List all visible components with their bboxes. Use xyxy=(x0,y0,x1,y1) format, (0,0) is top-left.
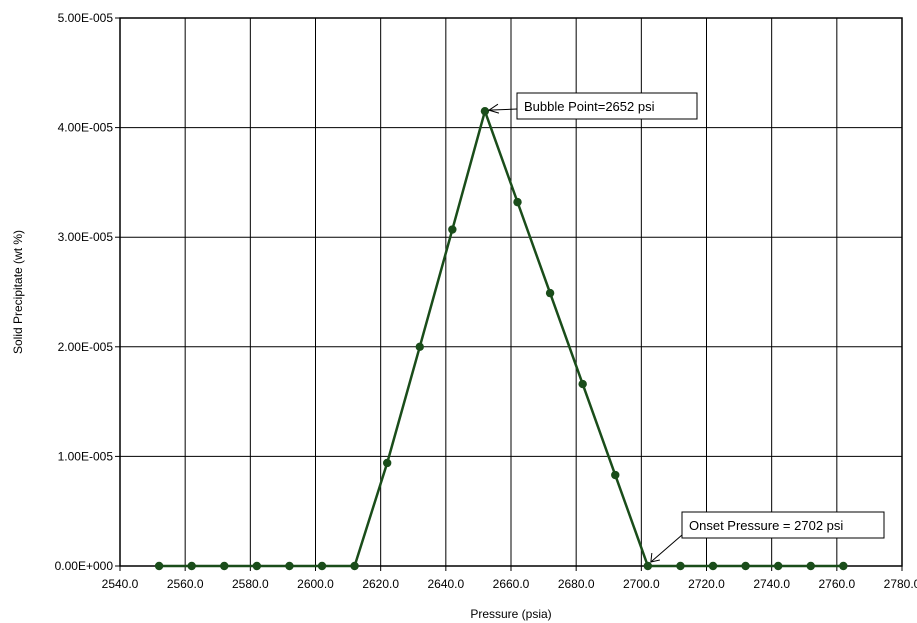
data-point xyxy=(382,458,392,468)
data-point xyxy=(154,561,164,571)
bubble-point-label-box xyxy=(516,92,698,120)
annotations: Bubble Point=2652 psi Onset Pressure = 27… xyxy=(487,92,885,563)
data-point xyxy=(578,379,587,389)
x-axis-title: Pressure (psia) xyxy=(470,607,551,621)
data-point xyxy=(643,561,653,571)
data-point xyxy=(285,561,294,571)
y-tick-label: 4.00E-005 xyxy=(58,121,114,135)
x-tick-label: 2680.0 xyxy=(558,577,595,591)
x-tick-label: 2560.0 xyxy=(167,577,204,591)
data-point xyxy=(350,561,359,571)
x-tick-label: 2580.0 xyxy=(232,577,269,591)
data-point xyxy=(480,106,490,116)
y-tick-label: 1.00E-005 xyxy=(58,449,114,463)
onset-pressure-leader-line xyxy=(650,534,683,563)
data-point xyxy=(839,561,848,571)
x-tick-label: 2640.0 xyxy=(427,577,464,591)
onset-pressure-label: Onset Pressure = 2702 psi xyxy=(689,518,843,533)
onset-pressure-label-box xyxy=(681,511,885,539)
y-tick-label: 5.00E-005 xyxy=(58,11,114,25)
x-tick-label: 2760.0 xyxy=(818,577,855,591)
y-tick-label: 2.00E-005 xyxy=(58,340,114,354)
bubble-point-leader-line xyxy=(488,108,518,111)
y-axis: 0.00E+000 1.00E-005 2.00E-005 3.00E-005 4.00… xyxy=(55,11,120,573)
data-point xyxy=(545,288,555,298)
x-tick-label: 2540.0 xyxy=(102,577,139,591)
data-point xyxy=(317,561,327,571)
series-group xyxy=(154,106,848,571)
data-point xyxy=(741,561,750,571)
data-point xyxy=(448,225,457,234)
onset-pressure-arrow-icon xyxy=(650,552,660,563)
series-line xyxy=(159,109,844,568)
data-point xyxy=(611,470,620,480)
x-tick-label: 2660.0 xyxy=(493,577,530,591)
y-tick-label: 3.00E-005 xyxy=(58,230,114,244)
data-point xyxy=(513,197,522,207)
bubble-point-label: Bubble Point=2652 psi xyxy=(524,99,655,114)
data-point xyxy=(187,561,196,571)
x-tick-label: 2720.0 xyxy=(688,577,725,591)
data-point xyxy=(220,561,229,571)
y-axis-title: Solid Precipitate (wt %) xyxy=(11,230,25,354)
x-tick-label: 2700.0 xyxy=(623,577,660,591)
x-tick-label: 2600.0 xyxy=(297,577,334,591)
x-tick-label: 2780.0 xyxy=(884,577,917,591)
y-tick-label: 0.00E+000 xyxy=(55,559,114,573)
data-point xyxy=(806,561,815,571)
data-point xyxy=(676,561,685,571)
bubble-point-arrow-icon xyxy=(487,103,500,114)
x-axis: 2540.0 2560.0 2580.0 2600.0 2620.0 2640.0 2660… xyxy=(102,566,917,591)
x-tick-label: 2740.0 xyxy=(753,577,790,591)
data-point xyxy=(708,561,718,571)
data-point xyxy=(773,561,783,571)
x-tick-label: 2620.0 xyxy=(362,577,399,591)
data-point xyxy=(415,342,424,351)
data-point xyxy=(252,561,262,571)
